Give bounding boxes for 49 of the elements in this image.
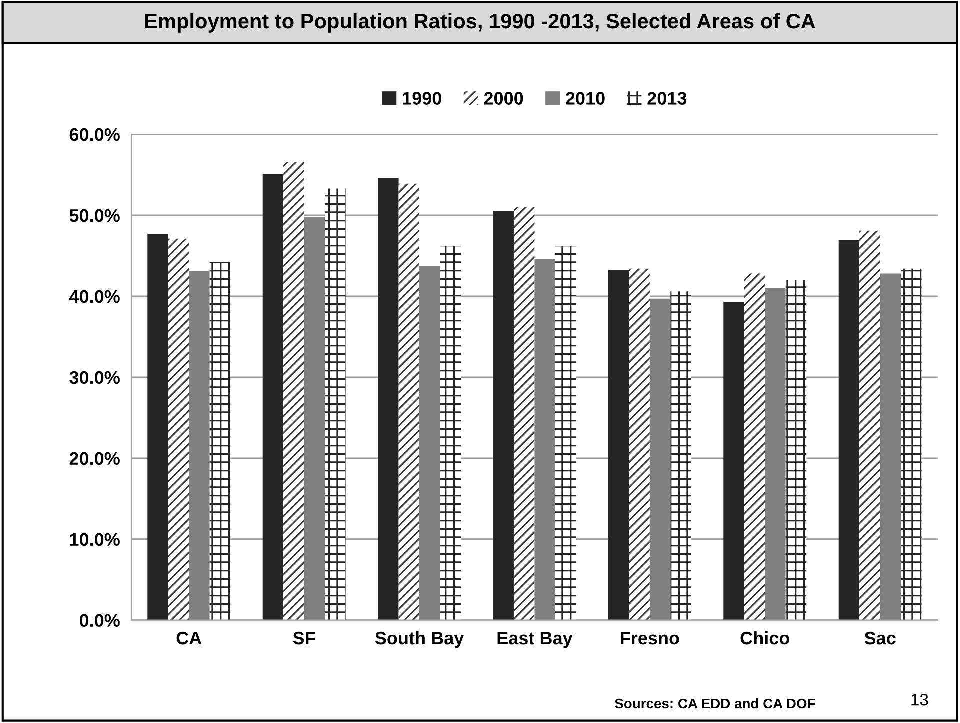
chart-title: Employment to Population Ratios, 1990 -2013, Selected Areas of CA (145, 13, 816, 33)
bar (493, 211, 514, 620)
x-tick-label: South Bay (375, 631, 464, 648)
bar (514, 207, 535, 620)
legend-label: 2013 (648, 92, 687, 105)
bar (210, 262, 231, 620)
text: 13 (912, 694, 928, 706)
x-tick-label: SF (293, 632, 316, 645)
x-tick-label: Chico (740, 631, 790, 645)
bar (189, 271, 210, 620)
bar (744, 274, 766, 620)
legend-label: 1990 (403, 92, 442, 105)
bar (325, 188, 346, 620)
bar (860, 230, 880, 620)
y-tick-label: 10.0% (70, 533, 120, 546)
bar (901, 268, 922, 620)
bar (838, 240, 860, 620)
legend-label: 2000 (484, 92, 524, 105)
bar (670, 292, 692, 620)
bar (304, 217, 326, 620)
bar (284, 162, 304, 620)
bar (420, 266, 440, 620)
bar (534, 259, 556, 620)
bar (398, 184, 420, 620)
y-tick-label: 0.0% (80, 614, 120, 628)
bar (608, 270, 630, 620)
bar (168, 238, 190, 620)
bar (629, 268, 650, 620)
x-tick-label: Fresno (621, 632, 680, 645)
y-tick-label: 30.0% (70, 371, 120, 384)
source-note: Sources: CA EDD and CA DOF (615, 698, 816, 709)
bar (880, 274, 902, 620)
bar (724, 302, 744, 620)
y-tick-label: 50.0% (70, 209, 120, 222)
bar (555, 246, 576, 620)
x-tick-label: East Bay (498, 632, 573, 648)
y-tick-label: 60.0% (70, 128, 120, 142)
bar (650, 298, 671, 620)
y-tick-label: 20.0% (70, 452, 120, 466)
bar (765, 288, 786, 620)
legend-label: 2010 (566, 92, 605, 105)
bar (262, 174, 284, 620)
bar (378, 178, 399, 620)
bar (440, 246, 461, 620)
x-tick-label: Sac (864, 632, 896, 645)
y-tick-label: 40.0% (69, 290, 120, 304)
bar (148, 234, 168, 620)
x-tick-label: CA (176, 632, 202, 645)
bar (786, 280, 807, 620)
